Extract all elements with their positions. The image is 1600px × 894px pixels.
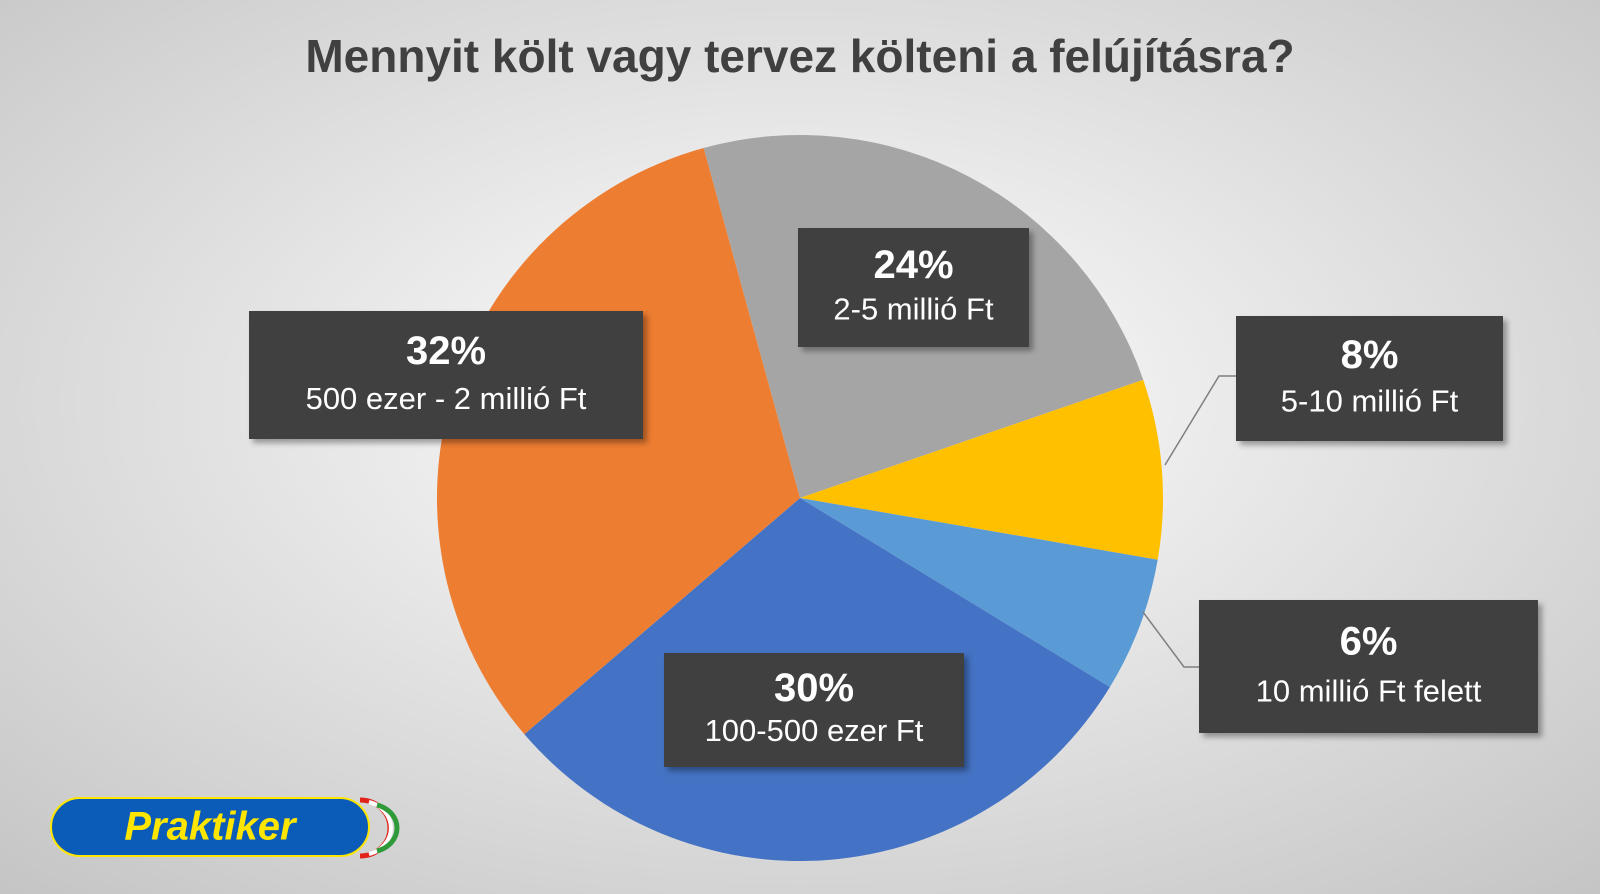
leader-line [1164,375,1236,466]
category-label: 100-500 ezer Ft [705,713,924,748]
category-label: 10 millió Ft felett [1256,673,1482,708]
logo: Praktiker [50,797,400,859]
label-box [1199,600,1538,733]
label-box [798,228,1029,347]
leader-line [1142,611,1199,668]
label-box [249,311,643,439]
category-label: 5-10 millió Ft [1281,384,1459,419]
value-label: 30% [774,666,854,710]
category-label: 500 ezer - 2 millió Ft [306,381,587,416]
label-box [1236,316,1503,441]
category-label: 2-5 millió Ft [833,291,994,326]
chart-title: Mennyit költ vagy tervez költeni a felúj… [305,30,1294,82]
value-label: 24% [873,243,953,287]
pie-slice [800,498,1158,688]
pie-slice [800,379,1163,560]
value-label: 8% [1341,333,1399,377]
value-label: 6% [1340,619,1398,663]
label-box [664,653,964,767]
pie-slice [436,148,800,735]
data-labels: 24% 2-5 millió Ft 8% 5-10 millió Ft 6% 10 mil… [249,228,1538,767]
logo-text: Praktiker [124,805,298,849]
value-label: 32% [406,329,486,373]
